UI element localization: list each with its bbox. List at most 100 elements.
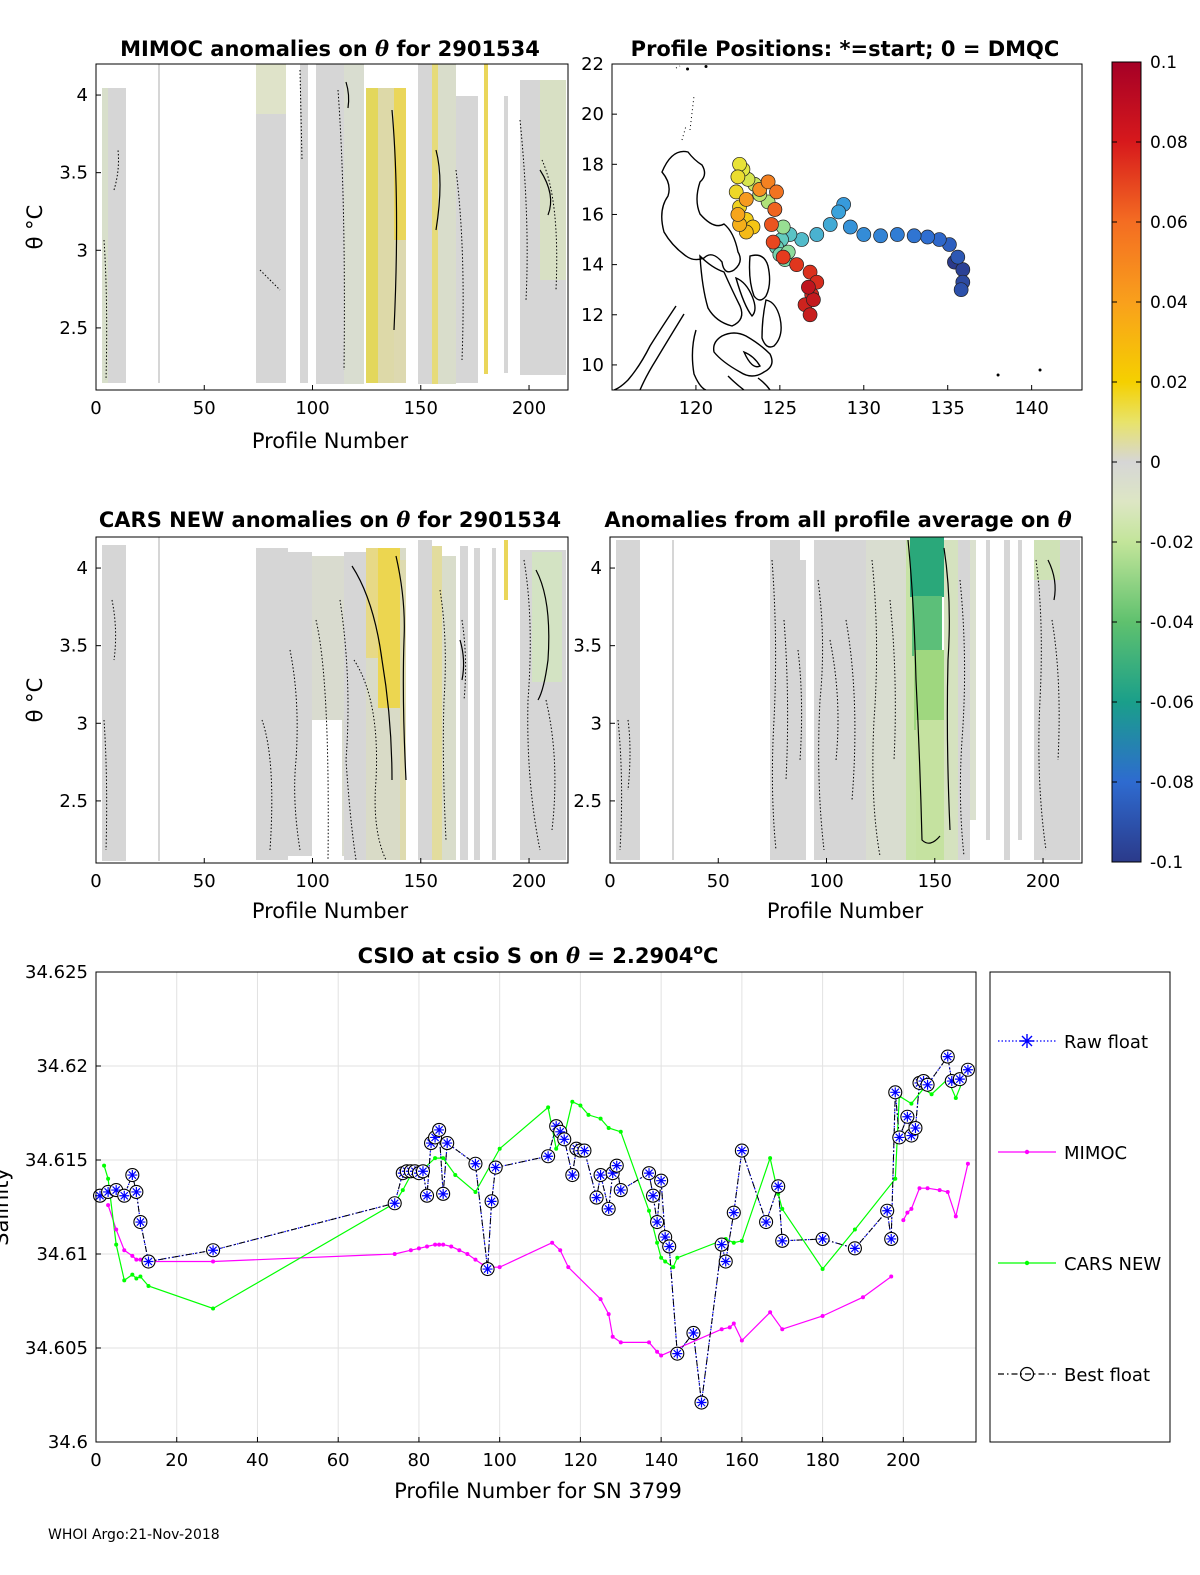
mimoc-point (606, 1312, 611, 1317)
float-position-marker (775, 249, 791, 265)
colorbar-tick-label: 0 (1150, 453, 1161, 473)
average-y-tick-label: 2.5 (573, 791, 602, 812)
mimoc-heatmap-cells (102, 64, 566, 384)
mimoc-point (465, 1252, 470, 1256)
salinity-panel-title: CSIO at csio S on θ = 2.2904oC (358, 942, 719, 968)
mimoc-point (433, 1242, 438, 1247)
mimoc-x-tick-label: 150 (404, 398, 438, 419)
mimoc-point (925, 1186, 930, 1191)
salinity-x-tick-label: 120 (563, 1450, 597, 1471)
cars-new-point (578, 1103, 583, 1108)
float-position-marker (843, 219, 858, 235)
mimoc-point (727, 1325, 732, 1330)
float-position-marker (764, 217, 779, 232)
average-y-tick-label: 3 (591, 713, 602, 734)
raw-float-point (728, 1207, 739, 1218)
raw-float-point (434, 1124, 445, 1135)
salinity-y-tick-label: 34.615 (25, 1150, 88, 1171)
cars-new-point (134, 1276, 139, 1281)
isolated-land-dots (686, 65, 1042, 377)
legend-label-raw-float: Raw float (1064, 1032, 1148, 1053)
mimoc-point (909, 1206, 914, 1211)
legend-label-mimoc: MIMOC (1064, 1143, 1127, 1164)
cars-solid-contours (351, 555, 550, 781)
raw-float-point (817, 1233, 828, 1244)
mimoc-point (659, 1353, 664, 1358)
float-track-markers (728, 156, 971, 323)
mimoc-point (138, 1257, 143, 1262)
raw-float-point (438, 1188, 449, 1199)
profile-average-anomaly-panel: Anomalies from all profile average on θ (573, 507, 1083, 923)
salinity-y-label: Salinity (0, 1168, 13, 1246)
float-position-marker (767, 202, 783, 217)
salinity-y-tick-label: 34.605 (25, 1338, 88, 1359)
mimoc-x-tick-label: 200 (512, 398, 546, 419)
cars-new-point (130, 1272, 135, 1277)
raw-float-point (652, 1217, 663, 1228)
cars-new-point (909, 1101, 914, 1106)
average-y-tick-label: 4 (591, 558, 602, 579)
float-position-marker (806, 292, 821, 308)
colorbar-ticks: 0.1 0.08 0.06 0.04 0.02 0 -0.02 -0.04 -0.06 -0.08… (1112, 53, 1194, 873)
raw-float-point (103, 1186, 114, 1197)
float-position-marker (738, 192, 754, 207)
average-y-tick-label: 3.5 (573, 636, 602, 657)
raw-float-legend-icon (1020, 1034, 1034, 1048)
cars-new-point (586, 1112, 591, 1117)
raw-float-point (559, 1134, 570, 1145)
mimoc-point (408, 1248, 413, 1253)
mimoc-point (647, 1340, 652, 1345)
legend-entry-cars-new: CARS NEW (998, 1254, 1161, 1275)
raw-float-point (607, 1168, 618, 1179)
cars-dotted-contours (103, 559, 556, 861)
float-position-marker (831, 204, 846, 220)
raw-float-point (442, 1138, 453, 1149)
raw-float-point (611, 1160, 622, 1171)
mimoc-y-tick-label: 2.5 (59, 318, 88, 339)
mimoc-plot-frame (95, 63, 569, 391)
cars-new-point (114, 1242, 119, 1247)
colorbar-tick-label: -0.1 (1150, 853, 1183, 873)
mimoc-legend-icon (1024, 1149, 1030, 1155)
land-dot (996, 373, 1000, 377)
float-position-marker (920, 229, 935, 245)
salinity-x-tick-label: 80 (407, 1450, 430, 1471)
float-position-marker (732, 156, 747, 172)
positions-y-tick-label: 14 (581, 255, 604, 276)
colorbar-tick-label: -0.02 (1150, 533, 1194, 553)
mimoc-anomaly-panel: MIMOC anomalies on θ for 2901534 (23, 36, 569, 453)
salinity-x-tick-label: 100 (482, 1450, 516, 1471)
salinity-x-tick-label: 200 (886, 1450, 920, 1471)
cars-axes: 0 50 100 150 200 4 3.5 3 2.5 (59, 558, 546, 892)
float-position-marker (769, 184, 784, 200)
mimoc-y-label: θ °C (23, 205, 47, 250)
raw-float-point (906, 1130, 917, 1141)
cars-new-point (675, 1255, 680, 1260)
average-x-tick-label: 50 (707, 871, 730, 892)
mimoc-point (739, 1338, 744, 1343)
positions-x-tick-label: 135 (931, 398, 965, 419)
raw-float-point (95, 1190, 106, 1201)
land-dot (1038, 368, 1042, 372)
cars-x-tick-label: 50 (193, 871, 216, 892)
mimoc-point (211, 1259, 216, 1264)
cars-x-tick-label: 200 (512, 871, 546, 892)
cars-new-point (929, 1092, 934, 1097)
raw-float-point (567, 1170, 578, 1181)
cars-new-point (893, 1176, 898, 1181)
raw-float-point (890, 1087, 901, 1098)
mimoc-point (566, 1265, 571, 1270)
mimoc-x-tick-label: 0 (90, 398, 101, 419)
mimoc-point (953, 1214, 958, 1219)
float-position-marker (728, 184, 744, 200)
start-marker (930, 254, 946, 270)
cars-x-label: Profile Number (252, 899, 409, 923)
raw-float-point (135, 1217, 146, 1228)
mimoc-point (598, 1297, 603, 1302)
legend-entry-raw-float: Raw float (998, 1032, 1148, 1053)
float-position-marker (802, 307, 818, 323)
mimoc-point (473, 1257, 478, 1262)
salinity-legend: Raw float MIMOC CARS NEW Best float (989, 971, 1171, 1443)
positions-panel-title: Profile Positions: *=start; 0 = DMQC (631, 37, 1060, 61)
raw-float-point (656, 1175, 667, 1186)
